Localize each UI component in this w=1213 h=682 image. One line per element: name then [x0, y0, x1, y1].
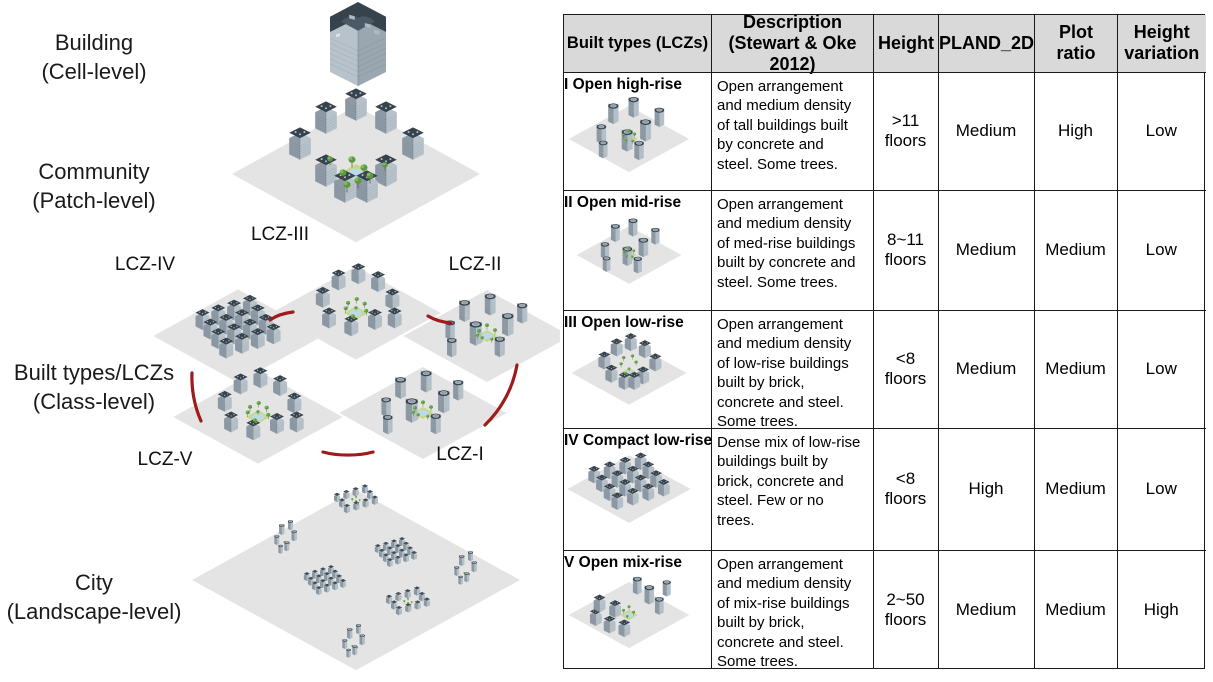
svg-text:LCZ-V: LCZ-V	[138, 449, 193, 470]
svg-text:LCZ-IV: LCZ-IV	[115, 254, 176, 275]
svg-text:LCZ-II: LCZ-II	[449, 254, 502, 275]
svg-text:LCZ-III: LCZ-III	[251, 224, 309, 245]
svg-text:LCZ-I: LCZ-I	[436, 444, 484, 465]
